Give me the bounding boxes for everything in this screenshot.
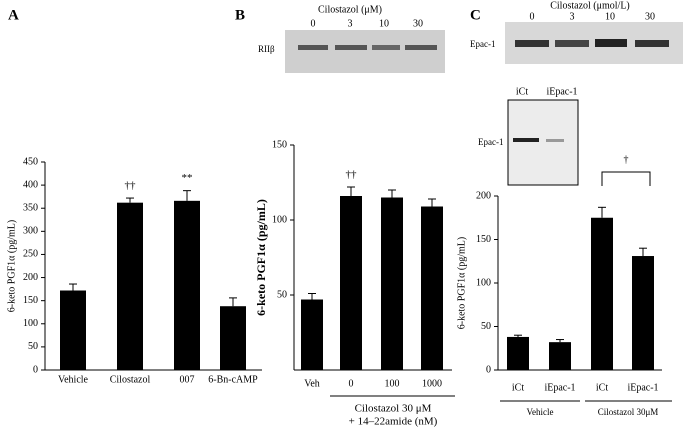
blot-label: Epac-1 [470,39,495,49]
y-tick-label: 0 [486,364,491,375]
y-tick-label: 0 [33,364,38,375]
blot-lane: 30 [413,18,423,29]
bar [381,197,403,370]
bar [220,306,246,370]
y-tick-label: 200 [476,190,491,201]
blot-lane: iCt [516,86,528,97]
y-tick-label: 50 [28,341,38,352]
blot-c1 [505,22,683,64]
blot-band [298,45,328,50]
y-axis-label: 6-keto PGF1α (pg/mL) [6,220,17,312]
bar [591,217,613,370]
panel-letter: B [235,7,245,23]
y-tick-label: 50 [481,321,491,332]
panel-letter: A [8,7,19,23]
x-tick-label: iEpac-1 [544,382,575,393]
blot-b [285,30,445,73]
x-tick-label: iEpac-1 [627,382,658,393]
blot-band [513,138,539,142]
group-label: Cilostazol 30μM [598,407,659,417]
x-tick-label: 007 [180,374,195,385]
blot-lane: 0 [530,11,535,22]
blot-title: Cilostazol (μmol/L) [550,0,630,11]
blot-lane: 10 [605,11,615,22]
blot-lane: 10 [379,18,389,29]
blot-label: Epac-1 [478,137,503,147]
blot-lane: 3 [570,11,575,22]
x-tick-label: iCt [512,382,524,393]
annotation: ** [182,172,193,184]
x-tick-label: Vehicle [58,374,89,385]
blot-lane: 0 [311,18,316,29]
y-tick-label: 100 [23,318,38,329]
panel-letter: C [470,7,481,23]
x-tick-label: iCt [596,382,608,393]
blot-band [555,40,589,47]
blot-c2 [507,99,579,186]
y-tick-label: 450 [23,156,38,167]
bar [421,206,443,370]
x-tick-label: 0 [349,378,354,389]
x-tick-label: 6-Bn-cAMP [208,374,258,385]
x-tick-label: Cilostazol [110,374,151,385]
bar [340,196,362,370]
y-tick-label: 350 [23,203,38,214]
blot-band [635,40,669,47]
comparison-label: † [624,154,629,165]
y-axis-label: 6-keto PGF1α (pg/mL) [254,199,268,316]
comparison-bracket [601,171,651,186]
x-tick-label: Veh [304,378,320,389]
blot-band [335,45,367,50]
bar [632,256,654,370]
blot-title: Cilostazol (μM) [318,4,382,15]
blot-band [546,139,564,142]
y-tick-label: 150 [23,295,38,306]
bar [507,336,529,370]
bar [549,342,571,370]
y-tick-label: 300 [23,226,38,237]
group-label: Cilostazol 30 μM [355,403,432,415]
annotation: †† [346,169,358,181]
bar [301,299,323,370]
y-tick-label: 50 [277,289,287,300]
group-label: + 14–22amide (nM) [349,416,438,428]
y-tick-label: 400 [23,179,38,190]
bar [174,200,200,370]
blot-label: RIIβ [258,44,275,54]
y-tick-label: 250 [23,249,38,260]
y-tick-label: 150 [272,139,287,150]
blot-image [507,99,579,186]
y-tick-label: 100 [272,214,287,225]
blot-lane: 3 [348,18,353,29]
blot-band [372,45,400,50]
y-tick-label: 200 [23,272,38,283]
y-tick-label: 150 [476,234,491,245]
blot-image [285,30,445,73]
blot-band [595,39,627,47]
y-axis-label: 6-keto PGF1α (pg/mL) [456,237,467,329]
blot-band [405,45,437,50]
y-tick-label: 100 [476,277,491,288]
group-label: Vehicle [527,407,554,417]
x-tick-label: 1000 [422,378,442,389]
x-tick-label: 100 [385,378,400,389]
blot-lane: 30 [645,11,655,22]
annotation: †† [125,180,137,192]
bar [60,290,86,370]
bar [117,202,143,370]
blot-band [515,40,549,47]
blot-lane: iEpac-1 [546,86,577,97]
